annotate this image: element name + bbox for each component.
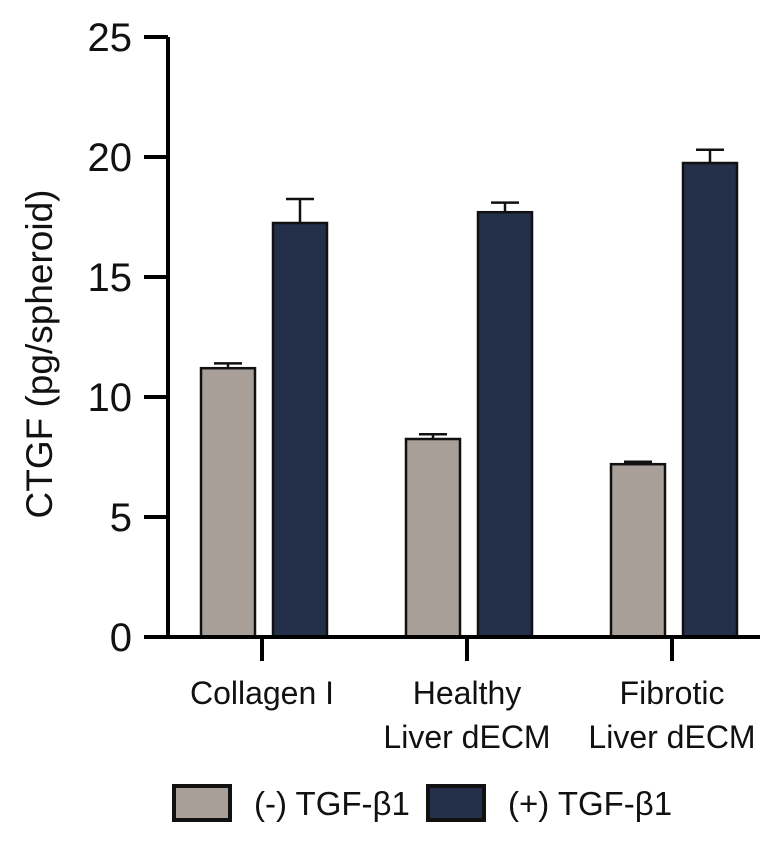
legend-label: (-) TGF-β1 <box>254 785 410 822</box>
axes-group <box>144 37 760 639</box>
y-tick-label: 15 <box>88 256 133 300</box>
x-tick-label: Healthy <box>413 675 522 711</box>
legend-swatch <box>172 784 232 822</box>
bar-plus-tgf <box>476 210 534 639</box>
y-tick-label: 25 <box>88 16 133 60</box>
x-tick-label: Liver dECM <box>383 719 550 755</box>
error-bars-group <box>214 148 724 465</box>
legend-label: (+) TGF-β1 <box>508 785 672 822</box>
y-axis-label: CTGF (pg/spheroid) <box>19 190 60 519</box>
bars-group <box>199 161 739 639</box>
legend-swatch <box>426 784 486 822</box>
x-ticks-group: Collagen I Healthy Liver dECM Fibrotic Liver… <box>190 637 756 755</box>
x-tick-label: Fibrotic <box>620 675 725 711</box>
bar-minus-tgf <box>199 366 257 639</box>
bar-plus-tgf <box>271 221 329 639</box>
y-tick-label: 20 <box>88 136 133 180</box>
x-tick-label: Liver dECM <box>588 719 755 755</box>
x-tick-label: Collagen I <box>190 675 334 711</box>
y-ticks-group: 0 5 10 15 20 25 <box>88 16 168 660</box>
bar-minus-tgf <box>404 437 462 639</box>
legend: (-) TGF-β1 (+) TGF-β1 <box>172 784 672 822</box>
bar-minus-tgf <box>609 462 667 639</box>
y-tick-label: 5 <box>110 496 132 540</box>
y-tick-label: 10 <box>88 376 133 420</box>
bar-plus-tgf <box>681 161 739 639</box>
y-tick-label: 0 <box>110 616 132 660</box>
